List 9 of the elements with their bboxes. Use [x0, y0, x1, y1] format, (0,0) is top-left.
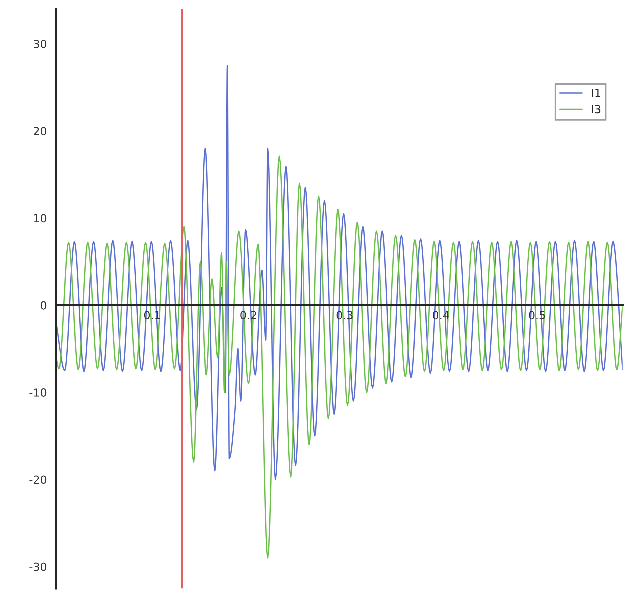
- y-tick-label: 20: [34, 127, 47, 136]
- y-tick-label: -20: [30, 476, 47, 484]
- y-tick-label: 10: [34, 214, 47, 223]
- y-tick-label: -30: [30, 562, 47, 572]
- y-tick-label: 30: [34, 40, 47, 48]
- y-tick-label: 0: [40, 301, 47, 310]
- legend-label: I3: [592, 105, 601, 114]
- y-tick-label: -10: [30, 388, 47, 397]
- legend-label: I1: [592, 89, 601, 98]
